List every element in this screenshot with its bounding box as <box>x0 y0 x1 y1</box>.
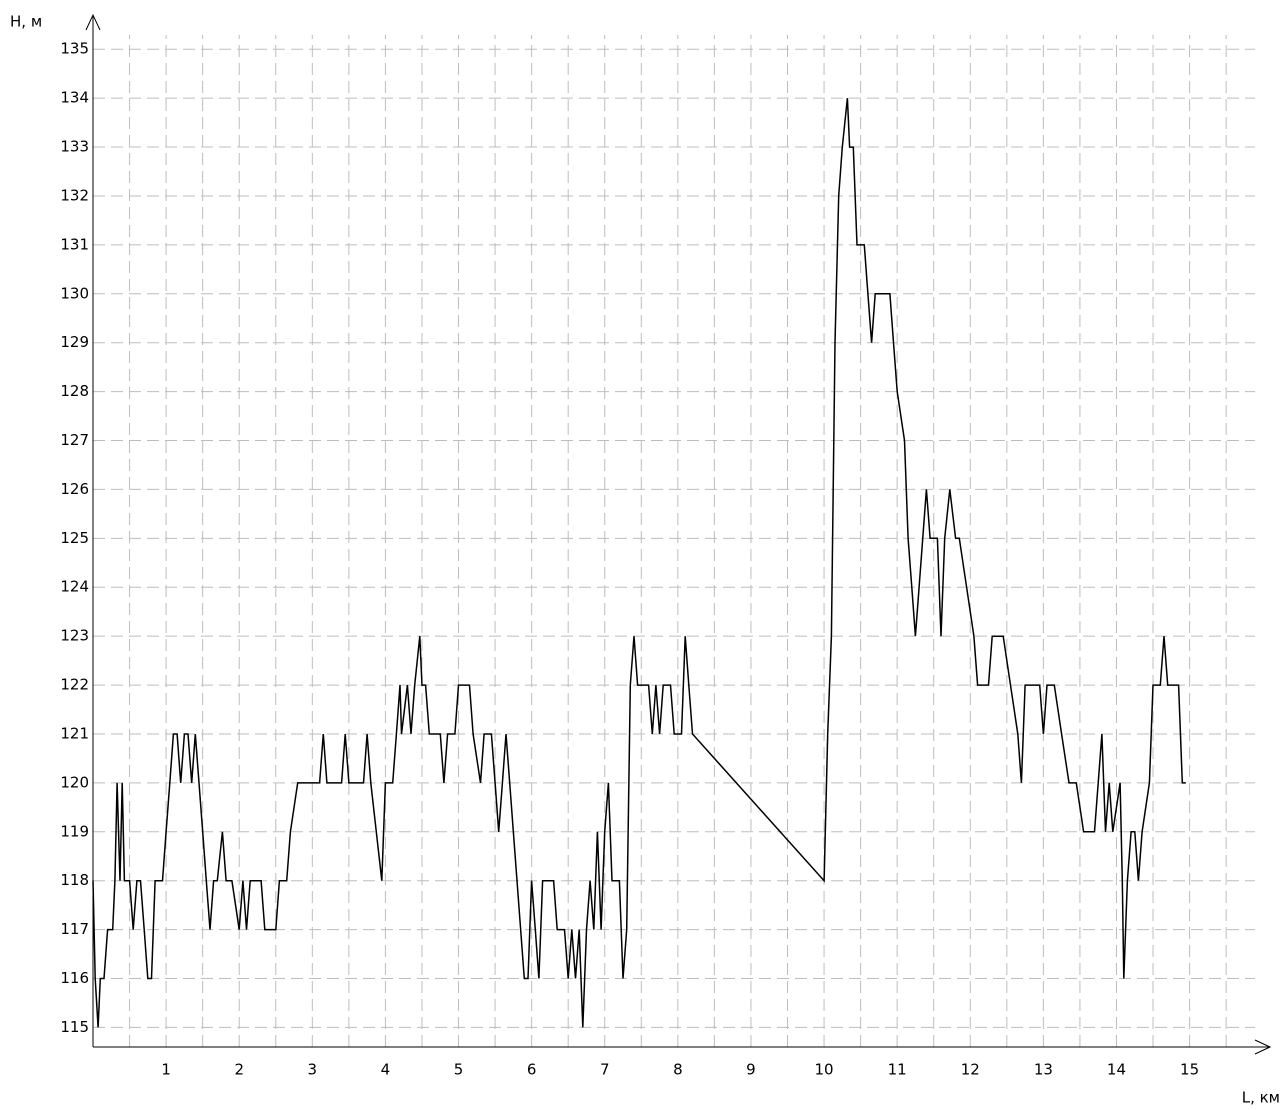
x-tick-label: 9 <box>746 1061 756 1079</box>
x-tick-label: 5 <box>454 1061 464 1079</box>
x-tick-label: 10 <box>815 1061 834 1079</box>
x-tick-label: 15 <box>1180 1061 1199 1079</box>
y-axis-arrow <box>85 13 101 31</box>
x-tick-label: 6 <box>527 1061 537 1079</box>
y-axis-label: H, м <box>10 13 42 31</box>
x-tick-label: 12 <box>961 1061 980 1079</box>
y-tick-label: 131 <box>60 235 89 253</box>
y-tick-label: 135 <box>60 40 89 58</box>
x-tick-label: 14 <box>1107 1061 1126 1079</box>
y-tick-label: 133 <box>60 138 89 156</box>
y-tick-label: 127 <box>60 431 89 449</box>
x-tick-label: 2 <box>234 1061 244 1079</box>
y-tick-label: 124 <box>60 578 89 596</box>
y-tick-label: 120 <box>60 773 89 791</box>
y-tick-label: 119 <box>60 822 89 840</box>
x-tick-label: 3 <box>308 1061 318 1079</box>
y-tick-label: 129 <box>60 333 89 351</box>
y-tick-label: 122 <box>60 676 89 694</box>
x-tick-label: 8 <box>673 1061 683 1079</box>
y-tick-label: 123 <box>60 627 89 645</box>
y-tick-label: 126 <box>60 480 89 498</box>
y-tick-label: 130 <box>60 284 89 302</box>
x-tick-label: 11 <box>888 1061 907 1079</box>
y-tick-label: 125 <box>60 529 89 547</box>
x-tick-label: 13 <box>1034 1061 1053 1079</box>
x-tick-label: 4 <box>381 1061 391 1079</box>
y-tick-label: 132 <box>60 186 89 204</box>
y-tick-label: 115 <box>60 1018 89 1036</box>
profile-line <box>92 98 1186 1028</box>
x-axis-arrow <box>1254 1039 1272 1055</box>
grid <box>93 35 1255 1047</box>
y-tick-label: 121 <box>60 724 89 742</box>
y-tick-label: 116 <box>60 969 89 987</box>
y-tick-label: 118 <box>60 871 89 889</box>
y-tick-label: 117 <box>60 920 89 938</box>
x-axis-label: L, км <box>1242 1089 1280 1107</box>
y-tick-label: 128 <box>60 382 89 400</box>
x-tick-label: 7 <box>600 1061 610 1079</box>
x-tick-label: 1 <box>161 1061 171 1079</box>
y-tick-label: 134 <box>60 89 89 107</box>
